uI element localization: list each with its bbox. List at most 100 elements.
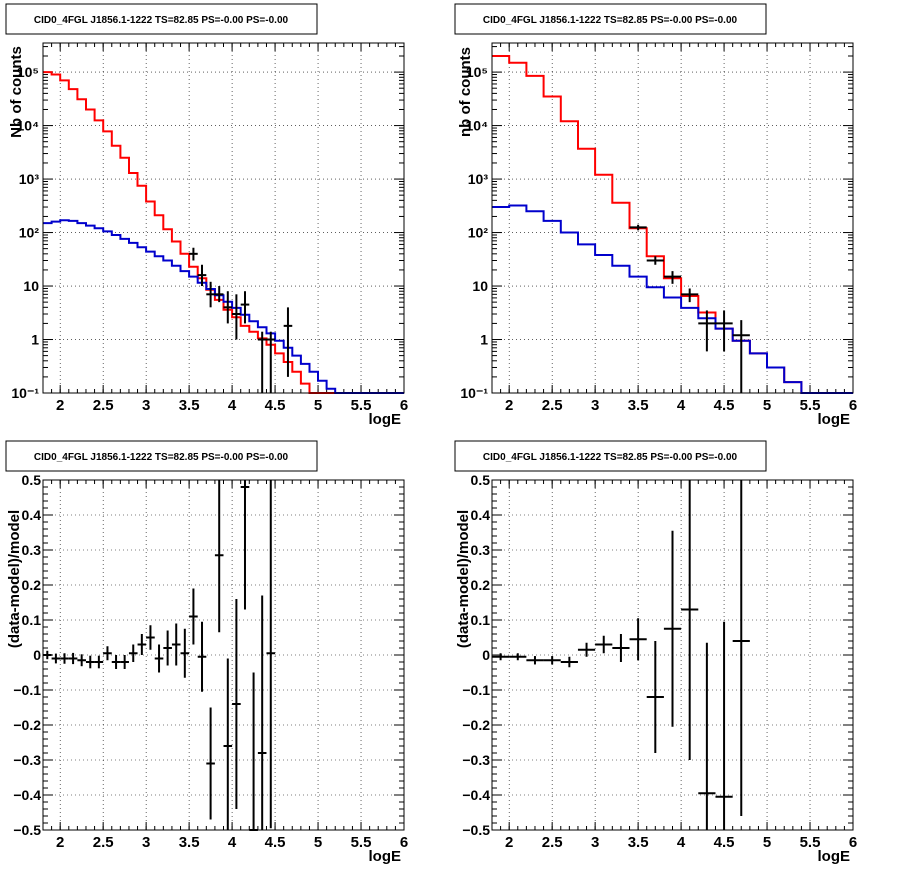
- data-point: [612, 634, 630, 662]
- y-tick-label: 0.3: [471, 542, 491, 558]
- data-point: [111, 655, 121, 669]
- data-point: [595, 635, 613, 654]
- x-tick-label: 5: [763, 397, 771, 414]
- x-tick-label: 3.5: [179, 397, 200, 414]
- y-axis-label: Nb of counts: [8, 46, 25, 138]
- plot-area: [492, 43, 853, 393]
- y-tick-label: −0.1: [13, 682, 41, 698]
- data-point: [283, 307, 293, 377]
- y-tick-label: 0.2: [471, 577, 491, 593]
- y-tick-label: 10⁻¹: [11, 385, 39, 401]
- y-tick-label: 0.1: [471, 612, 491, 628]
- x-tick-label: 3: [591, 397, 599, 414]
- data-point: [163, 630, 172, 666]
- y-tick-label: −0.3: [462, 752, 490, 768]
- x-tick-label: 2: [505, 397, 513, 414]
- x-tick-label: 2: [505, 834, 513, 851]
- x-tick-label: 5: [763, 834, 771, 851]
- data-point: [51, 653, 61, 664]
- y-tick-label: 1: [31, 332, 39, 348]
- data-point: [94, 655, 104, 669]
- y-tick-label: −0.4: [13, 787, 41, 803]
- data-point: [526, 656, 544, 665]
- data-point: [120, 655, 129, 669]
- model-source-line: [43, 219, 404, 394]
- x-axis-label: logE: [369, 848, 402, 865]
- x-tick-label: 3.5: [628, 834, 649, 851]
- residual-panel-right: CID0_4FGL J1856.1-1222 TS=82.85 PS=-0.00…: [454, 440, 857, 865]
- data-point: [103, 646, 112, 661]
- y-axis-label: (data-model)/model: [6, 510, 23, 648]
- y-tick-label: 10³: [19, 171, 40, 187]
- data-point: [68, 652, 78, 665]
- y-tick-label: −0.2: [13, 717, 41, 733]
- data-point: [543, 656, 561, 665]
- y-tick-label: 10⁵: [17, 64, 39, 80]
- y-tick-label: 10⁴: [17, 118, 40, 134]
- data-point: [232, 599, 241, 809]
- residual-panel-left: CID0_4FGL J1856.1-1222 TS=82.85 PS=-0.00…: [5, 440, 408, 865]
- y-tick-label: 10⁻¹: [460, 385, 488, 401]
- x-tick-label: 6: [400, 397, 408, 414]
- data-point: [180, 628, 190, 678]
- y-tick-label: 0.1: [22, 612, 42, 628]
- y-tick-label: 0: [482, 647, 490, 663]
- spectrum-panel-left: CID0_4FGL J1856.1-1222 TS=82.85 PS=-0.00…: [5, 3, 408, 428]
- chart-title: CID0_4FGL J1856.1-1222 TS=82.85 PS=-0.00…: [34, 452, 289, 463]
- data-point: [629, 618, 647, 661]
- y-tick-label: −0.2: [462, 717, 490, 733]
- x-tick-label: 6: [849, 834, 857, 851]
- data-point: [189, 247, 198, 261]
- y-axis-label: (data-model)/model: [455, 510, 472, 648]
- data-point: [732, 480, 750, 816]
- spectrum-panel-right: CID0_4FGL J1856.1-1222 TS=82.85 PS=-0.00…: [454, 3, 857, 428]
- y-tick-label: 0: [33, 647, 41, 663]
- y-tick-label: 10: [472, 278, 488, 294]
- chart-title: CID0_4FGL J1856.1-1222 TS=82.85 PS=-0.00…: [483, 15, 738, 26]
- y-tick-label: 0.2: [22, 577, 42, 593]
- data-point: [154, 644, 164, 673]
- y-tick-label: −0.3: [13, 752, 41, 768]
- data-point: [732, 320, 750, 393]
- x-tick-label: 4.5: [714, 834, 735, 851]
- x-tick-label: 6: [849, 397, 857, 414]
- data-point: [128, 644, 138, 662]
- x-tick-label: 2.5: [93, 397, 114, 414]
- y-tick-label: 0.4: [471, 507, 491, 523]
- data-point: [77, 654, 86, 667]
- data-point: [189, 588, 198, 645]
- data-point: [681, 480, 699, 760]
- plot-frame: [42, 42, 405, 394]
- data-point: [214, 286, 224, 303]
- y-tick-label: 10³: [468, 171, 489, 187]
- x-tick-label: 4: [677, 397, 686, 414]
- plot-frame: [491, 479, 854, 831]
- x-tick-label: 2: [56, 397, 64, 414]
- x-axis-label: logE: [818, 411, 851, 428]
- data-point: [43, 650, 52, 660]
- chart-title: CID0_4FGL J1856.1-1222 TS=82.85 PS=-0.00…: [483, 452, 738, 463]
- data-point: [146, 625, 155, 650]
- x-axis-label: logE: [369, 411, 402, 428]
- title-box: [454, 440, 767, 472]
- x-tick-label: 2.5: [542, 834, 563, 851]
- data-point: [266, 480, 276, 829]
- y-tick-label: 10: [23, 278, 39, 294]
- x-tick-label: 4: [228, 834, 237, 851]
- data-point: [137, 634, 147, 655]
- x-tick-label: 2.5: [93, 834, 114, 851]
- y-tick-label: −0.5: [13, 822, 41, 838]
- x-tick-label: 3: [142, 834, 150, 851]
- x-tick-label: 4.5: [265, 397, 286, 414]
- chart-title: CID0_4FGL J1856.1-1222 TS=82.85 PS=-0.00…: [34, 15, 289, 26]
- x-tick-label: 4: [228, 397, 237, 414]
- x-tick-label: 3.5: [179, 834, 200, 851]
- data-point: [197, 621, 207, 692]
- x-tick-label: 4.5: [265, 834, 286, 851]
- data-point: [715, 621, 733, 830]
- y-tick-label: 0.5: [22, 472, 42, 488]
- data-point: [266, 331, 276, 393]
- plot-area: [43, 43, 404, 393]
- data-point: [240, 480, 250, 610]
- plot-frame: [491, 42, 854, 394]
